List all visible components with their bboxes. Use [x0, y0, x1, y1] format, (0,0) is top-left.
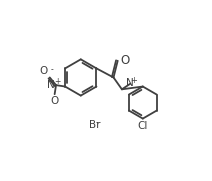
Text: N: N — [126, 78, 134, 88]
Text: -: - — [50, 65, 53, 74]
Text: O: O — [50, 96, 59, 106]
Text: +: + — [130, 76, 137, 85]
Text: O: O — [40, 66, 48, 76]
Text: +: + — [54, 77, 60, 86]
Text: Br: Br — [89, 120, 101, 130]
Text: -: - — [95, 118, 98, 127]
Text: O: O — [120, 54, 130, 67]
Text: N: N — [47, 80, 55, 90]
Text: Cl: Cl — [138, 121, 148, 131]
